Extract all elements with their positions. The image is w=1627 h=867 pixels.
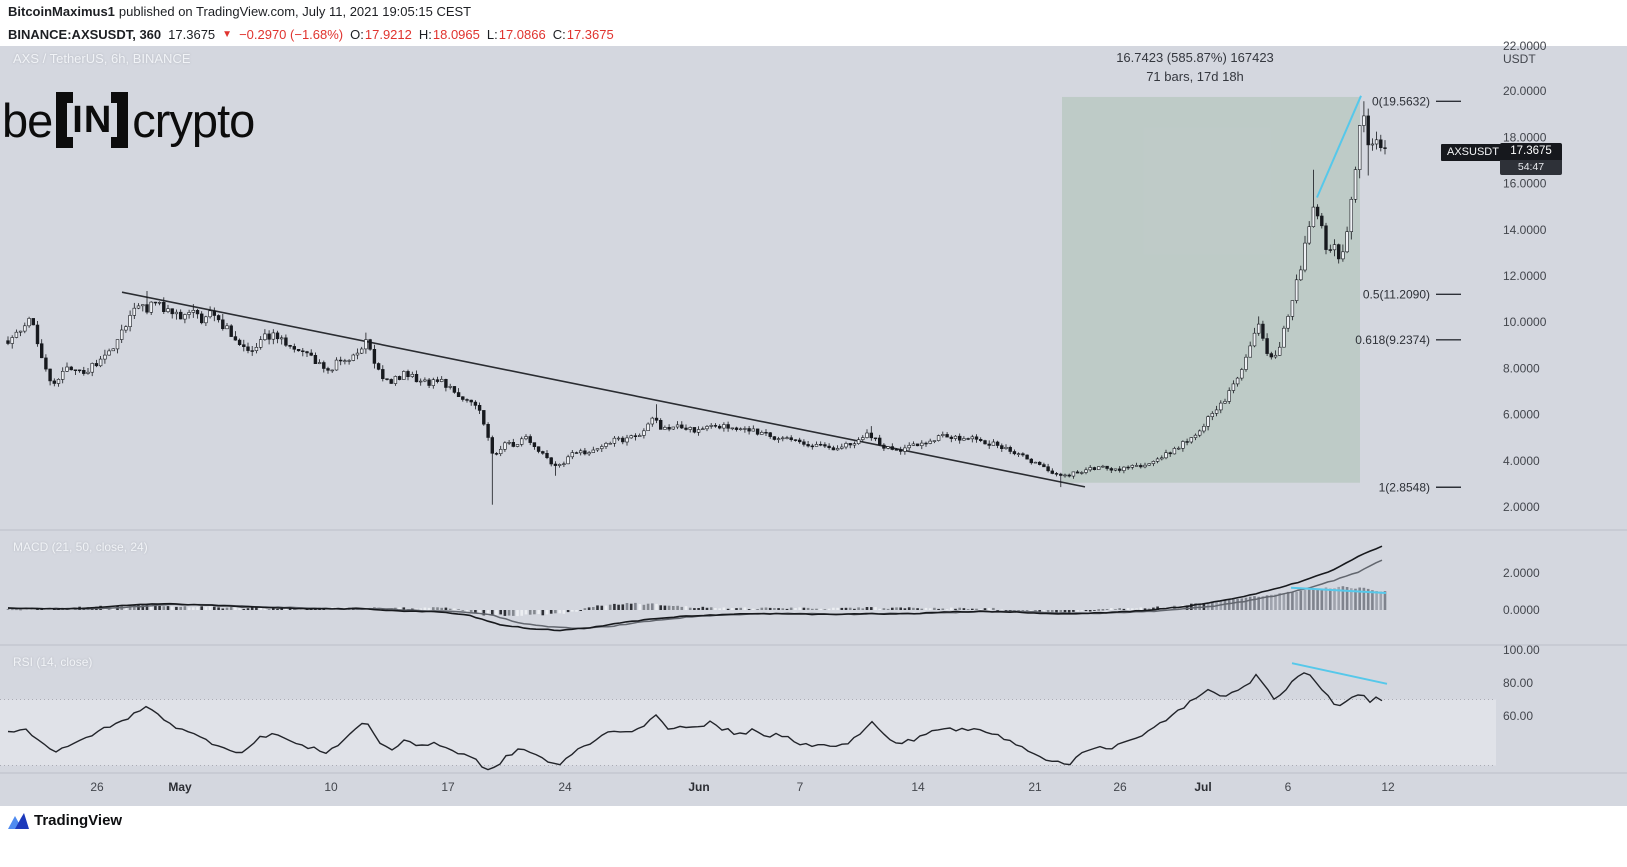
rsi-pane-title: RSI (14, close) xyxy=(13,655,93,669)
fib-label[interactable]: 0.5(11.2090) xyxy=(1363,287,1430,301)
price-tick: 16.0000 xyxy=(1503,177,1547,191)
symbol-name[interactable]: BINANCE:AXSUSDT, 360 xyxy=(8,27,162,42)
symbol-info-bar: BINANCE:AXSUSDT, 360 17.3675 ▼ −0.2970 (… xyxy=(8,23,614,46)
macd-line xyxy=(7,545,1383,632)
price-tick: 22.0000 xyxy=(1503,39,1547,53)
time-tick: May xyxy=(168,780,192,794)
open-value: 17.9212 xyxy=(364,27,412,42)
time-tick: 26 xyxy=(90,780,104,794)
macd-tick: 0.0000 xyxy=(1503,603,1540,617)
measure-line1: 16.7423 (585.87%) 167423 xyxy=(1116,50,1274,65)
macd-histogram xyxy=(6,586,1387,617)
time-tick: 21 xyxy=(1028,780,1042,794)
rsi-line xyxy=(7,672,1383,771)
footer: TradingView xyxy=(0,806,1627,867)
descending-trendline[interactable] xyxy=(121,291,1086,488)
time-tick: 6 xyxy=(1285,780,1292,794)
watermark-right-bracket-icon xyxy=(111,92,129,148)
price-tick: 12.0000 xyxy=(1503,269,1547,283)
price-line-symbol-badge: AXSUSDT xyxy=(1441,144,1505,161)
ohlc-high: H: 18.0965 xyxy=(419,27,480,42)
time-tick: 10 xyxy=(324,780,338,794)
price-tick: 6.0000 xyxy=(1503,408,1540,422)
price-tick: 8.0000 xyxy=(1503,361,1540,375)
open-label: O: xyxy=(350,27,364,42)
macd-signal-line xyxy=(7,559,1383,630)
tradingview-logo[interactable]: TradingView xyxy=(8,812,122,829)
high-value: 18.0965 xyxy=(432,27,480,42)
bar-countdown: 54:47 xyxy=(1500,160,1562,175)
measure-annotation[interactable]: 16.7423 (585.87%) 167423 71 bars, 17d 18… xyxy=(1090,48,1300,86)
time-tick: 12 xyxy=(1381,780,1395,794)
watermark-mid: IN xyxy=(72,98,113,141)
fib-label[interactable]: 1(2.8548) xyxy=(1379,480,1430,494)
fib-label[interactable]: 0.618(9.2374) xyxy=(1355,333,1430,347)
rsi-tick: 60.00 xyxy=(1503,709,1533,723)
time-tick: 24 xyxy=(558,780,572,794)
beincrypto-watermark: be IN crypto xyxy=(2,92,255,148)
last-price-value: 17.3675 xyxy=(1500,143,1562,160)
price-change: −0.2970 (−1.68%) xyxy=(239,27,344,42)
last-price-axis-badge: 17.3675 54:47 xyxy=(1500,143,1562,175)
fib-label[interactable]: 0(19.5632) xyxy=(1372,94,1430,108)
price-tick: 20.0000 xyxy=(1503,84,1547,98)
close-value: 17.3675 xyxy=(566,27,614,42)
main-pane-title: AXS / TetherUS, 6h, BINANCE xyxy=(13,51,191,66)
time-tick: 7 xyxy=(797,780,804,794)
time-tick: Jun xyxy=(688,780,709,794)
watermark-pre: be xyxy=(2,93,53,147)
measure-line2: 71 bars, 17d 18h xyxy=(1146,69,1244,84)
rsi-tick: 100.00 xyxy=(1503,643,1540,657)
chart-canvas[interactable]: 0(19.5632) 0.5(11.2090) 0.618(9.2374) 1(2.8… xyxy=(0,39,1627,806)
last-price: 17.3675 xyxy=(168,27,216,42)
time-tick: 17 xyxy=(441,780,455,794)
watermark-post: crypto xyxy=(132,93,255,147)
close-label: C: xyxy=(552,27,566,42)
publish-info-bar: BitcoinMaximus1 published on TradingView… xyxy=(8,0,471,23)
price-tick: 2.0000 xyxy=(1503,500,1540,514)
highlight-region xyxy=(1062,96,1360,483)
chart-svg: 0(19.5632) 0.5(11.2090) 0.618(9.2374) 1(2.8… xyxy=(0,39,1627,794)
price-tick: 10.0000 xyxy=(1503,315,1547,329)
price-tick: 18.0000 xyxy=(1503,130,1547,144)
tradingview-brand-text: TradingView xyxy=(34,812,123,829)
high-label: H: xyxy=(418,27,432,42)
macd-tick: 2.0000 xyxy=(1503,566,1540,580)
axis-unit-label: USDT xyxy=(1503,52,1536,66)
macd-divergence-line[interactable] xyxy=(1290,586,1387,594)
ohlc-low: L: 17.0866 xyxy=(487,27,546,42)
change-down-icon: ▼ xyxy=(222,29,233,40)
price-tick: 4.0000 xyxy=(1503,454,1540,468)
price-tick: 14.0000 xyxy=(1503,223,1547,237)
ohlc-close: C: 17.3675 xyxy=(553,27,614,42)
candlestick-series xyxy=(6,101,1387,505)
time-tick: Jul xyxy=(1194,780,1211,794)
rsi-tick: 80.00 xyxy=(1503,676,1533,690)
low-label: L: xyxy=(486,27,498,42)
low-value: 17.0866 xyxy=(498,27,546,42)
tradingview-logo-icon xyxy=(8,812,29,829)
time-tick: 14 xyxy=(911,780,925,794)
watermark-left-bracket-icon xyxy=(56,92,74,148)
impulse-trendline[interactable] xyxy=(1316,95,1362,198)
macd-pane-title: MACD (21, 50, close, 24) xyxy=(13,540,148,554)
ohlc-open: O: 17.9212 xyxy=(350,27,412,42)
publish-text: published on TradingView.com, July 11, 2… xyxy=(118,4,472,19)
rsi-divergence-line[interactable] xyxy=(1291,662,1388,685)
time-tick: 26 xyxy=(1113,780,1127,794)
author-name[interactable]: BitcoinMaximus1 xyxy=(8,4,115,19)
